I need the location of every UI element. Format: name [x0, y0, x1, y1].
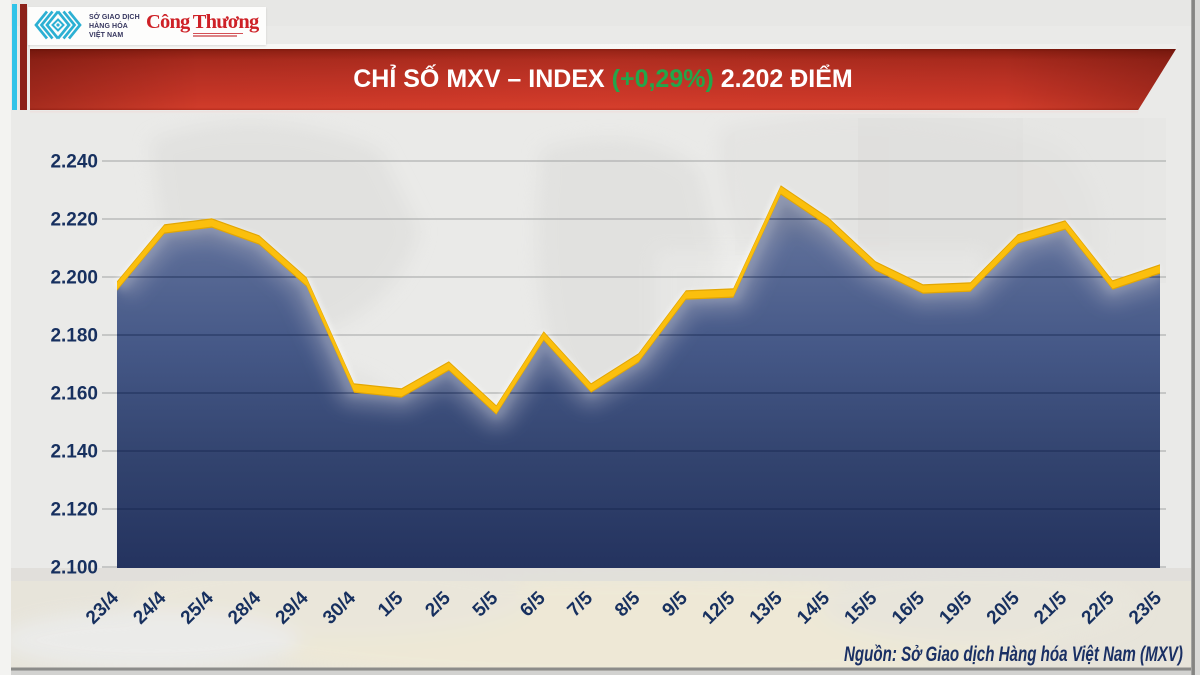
svg-text:24/4: 24/4: [129, 587, 170, 628]
svg-text:22/5: 22/5: [1078, 587, 1119, 628]
svg-text:25/4: 25/4: [177, 587, 218, 628]
svg-text:2.240: 2.240: [50, 152, 98, 173]
svg-text:12/5: 12/5: [698, 587, 739, 628]
svg-text:2.200: 2.200: [50, 268, 98, 289]
svg-text:8/5: 8/5: [611, 587, 645, 621]
svg-text:16/5: 16/5: [888, 587, 929, 628]
svg-text:2/5: 2/5: [421, 587, 455, 621]
svg-text:23/5: 23/5: [1125, 587, 1166, 628]
svg-text:28/4: 28/4: [224, 587, 265, 628]
svg-text:2.100: 2.100: [50, 558, 98, 579]
svg-text:23/4: 23/4: [82, 587, 123, 628]
svg-text:21/5: 21/5: [1030, 587, 1071, 628]
svg-text:30/4: 30/4: [319, 587, 360, 628]
svg-text:2.120: 2.120: [50, 500, 98, 521]
svg-text:2.220: 2.220: [50, 210, 98, 231]
svg-text:5/5: 5/5: [469, 587, 503, 621]
svg-text:19/5: 19/5: [935, 587, 976, 628]
svg-text:9/5: 9/5: [658, 587, 692, 621]
svg-text:14/5: 14/5: [793, 587, 834, 628]
svg-text:2.180: 2.180: [50, 326, 98, 347]
svg-text:15/5: 15/5: [841, 587, 882, 628]
svg-text:7/5: 7/5: [564, 587, 598, 621]
svg-text:29/4: 29/4: [272, 587, 313, 628]
svg-text:6/5: 6/5: [516, 587, 550, 621]
svg-text:13/5: 13/5: [746, 587, 787, 628]
svg-text:2.160: 2.160: [50, 384, 98, 405]
svg-text:20/5: 20/5: [983, 587, 1024, 628]
svg-text:1/5: 1/5: [374, 587, 408, 621]
svg-text:2.140: 2.140: [50, 442, 98, 463]
